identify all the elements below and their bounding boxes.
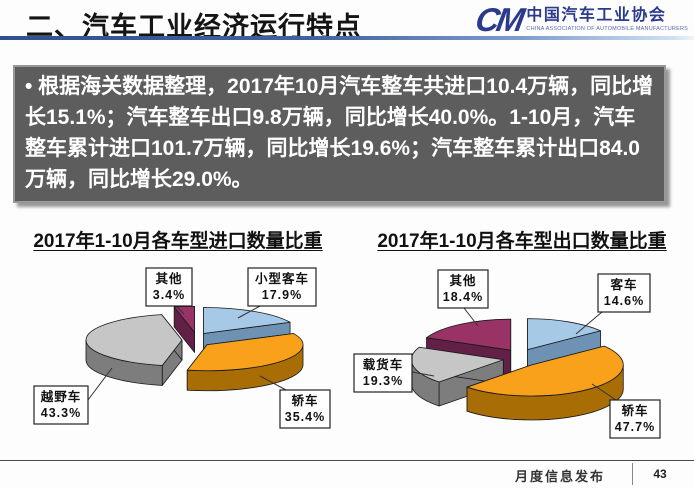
- pie-slice-1: [466, 345, 624, 397]
- org-logo: CM 中国汽车工业协会 CHINA ASSOCIATION OF AUTOMOB…: [472, 1, 688, 38]
- pie-label-category: 其他: [449, 273, 476, 288]
- pie-label-box: [437, 269, 489, 309]
- footer-label: 月度信息发布: [514, 469, 605, 484]
- pie-leader-line: [259, 375, 287, 391]
- pie-label-value: 14.6%: [604, 294, 644, 308]
- pie-label-value: 18.4%: [443, 290, 483, 304]
- pie-slice-1: [186, 333, 304, 372]
- pie-slice-3: [426, 318, 512, 351]
- logo-text: 中国汽车工业协会 CHINA ASSOCIATION OF AUTOMOBILE…: [526, 6, 688, 33]
- pie-label-value: 47.7%: [615, 420, 655, 434]
- pie-leader-line: [591, 383, 617, 401]
- pie-label-box: [279, 389, 331, 429]
- pie-slice-2: [85, 314, 183, 366]
- pie-label-value: 35.4%: [285, 410, 325, 424]
- logo-name-cn: 中国汽车工业协会: [526, 6, 667, 24]
- pie-label-box: [609, 399, 661, 439]
- pie-slice-2: [410, 346, 504, 383]
- pie-label-value: 3.4%: [153, 288, 186, 302]
- pie-label-category: 小型客车: [254, 271, 309, 286]
- pie-label-category: 轿车: [291, 393, 318, 408]
- pie-label-box: [353, 353, 413, 393]
- pie-leader-line: [237, 305, 261, 319]
- logo-cm-icon: CM: [472, 1, 525, 38]
- pie-leader-line: [463, 307, 479, 327]
- pie-label-value: 19.3%: [363, 374, 403, 388]
- pie-label-value: 43.3%: [41, 406, 81, 420]
- page-number: 43: [653, 467, 667, 481]
- pie-label-category: 轿车: [621, 403, 648, 418]
- pie-label-box: [597, 273, 651, 313]
- pie-label-category: 客车: [609, 277, 637, 292]
- summary-text: • 根据海关数据整理，2017年10月汽车整车共进口10.4万辆，同比增长15.…: [25, 75, 654, 191]
- pie-leader-line: [575, 311, 603, 335]
- pie-leader-line: [87, 367, 113, 401]
- import-chart-title: 2017年1-10月各车型进口数量比重: [33, 231, 323, 252]
- pie-slice-0: [527, 318, 601, 351]
- pie-label-category: 越野车: [40, 389, 82, 404]
- pie-slice-0: [203, 307, 291, 334]
- pie-label-box: [247, 267, 317, 307]
- export-chart-title: 2017年1-10月各车型出口数量比重: [377, 231, 667, 252]
- pie-label-category: 其他: [155, 271, 182, 286]
- logo-name-en: CHINA ASSOCIATION OF AUTOMOBILE MANUFACT…: [526, 25, 688, 32]
- footer-divider: [0, 460, 694, 461]
- pie-label-box: [33, 385, 89, 425]
- header-divider: [0, 36, 694, 40]
- pie-label-category: 载货车: [363, 357, 404, 372]
- pie-label-value: 17.9%: [262, 288, 302, 302]
- footer-separator: [632, 463, 633, 485]
- pie-leader-line: [175, 305, 185, 315]
- summary-box: • 根据海关数据整理，2017年10月汽车整车共进口10.4万辆，同比增长15.…: [13, 65, 666, 203]
- import-pie-chart: 小型客车 17.9% 轿车 35.4% 越野车 43.3% 其他 3.4%: [33, 267, 331, 429]
- pie-leader-line: [411, 371, 435, 377]
- pie-label-box: [145, 267, 193, 307]
- export-pie-chart: 客车 14.6% 轿车 47.7% 载货车 19.3% 其他 18.4%: [353, 269, 661, 439]
